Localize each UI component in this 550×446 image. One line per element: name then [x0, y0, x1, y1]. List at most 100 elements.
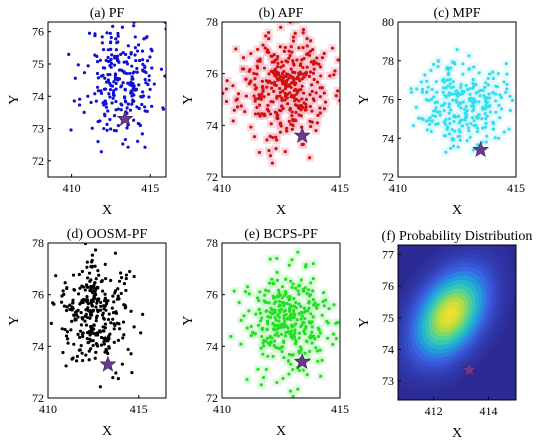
particle-point [308, 70, 313, 74]
particle-point [304, 102, 308, 107]
particle-point [257, 307, 261, 312]
particle-point [434, 106, 438, 110]
particle-point [250, 330, 255, 335]
particle-point [72, 288, 76, 292]
particle-point [290, 114, 294, 118]
particle-point [448, 77, 452, 82]
particle-point [62, 304, 67, 308]
particle-point [276, 54, 280, 59]
particle-point [249, 51, 253, 56]
particle-point [272, 89, 276, 93]
particle-point [86, 340, 91, 345]
particle-point [504, 90, 508, 95]
particle-point [292, 311, 296, 315]
particle-point [75, 354, 80, 358]
particle-point [231, 84, 235, 88]
particle-point [66, 341, 70, 345]
particle-point [258, 114, 262, 118]
particle-point [113, 76, 117, 81]
particle-point [116, 377, 120, 381]
particle-point [433, 114, 438, 119]
particle-point [263, 293, 267, 297]
particle-point [262, 95, 266, 99]
particle-point [93, 296, 97, 300]
plot-content [398, 45, 516, 158]
particle-point [443, 134, 448, 138]
particle-point [277, 299, 282, 304]
particle-point [280, 296, 284, 300]
particle-point [446, 93, 451, 98]
particle-point [105, 31, 109, 35]
particle-point [90, 253, 95, 257]
particle-point [458, 130, 462, 134]
particle-point [309, 312, 313, 316]
particle-point [84, 323, 89, 327]
particle-point [110, 53, 114, 57]
particle-point [89, 313, 94, 317]
particle-point [85, 299, 89, 303]
particle-point [279, 25, 283, 29]
particle-point [336, 89, 340, 93]
particle-point [65, 286, 69, 291]
particle-point [429, 97, 434, 101]
particle-point [267, 301, 271, 305]
particle-point [318, 65, 323, 69]
particle-point [303, 351, 307, 355]
y-axis-label: Y [7, 315, 22, 325]
particle-point [290, 127, 294, 131]
particle-point [449, 85, 453, 90]
particle-point [292, 96, 296, 100]
particle-point [289, 329, 293, 333]
panel-title: (b) APF [259, 6, 304, 21]
particle-point [88, 316, 92, 320]
particle-point [294, 110, 298, 115]
particle-point [80, 269, 84, 274]
y-tick-label: 74 [206, 118, 218, 132]
particle-point [143, 77, 147, 82]
panel-apf: 410 415 72 74 76 78 (b) APF X Y [181, 6, 349, 218]
particle-point [258, 57, 262, 61]
particle-point [112, 93, 116, 98]
particle-point [261, 89, 265, 93]
particle-point [318, 95, 322, 99]
particle-point [293, 31, 297, 35]
particle-point [297, 292, 301, 296]
particle-point [306, 309, 310, 313]
y-axis-label: Y [181, 315, 196, 325]
particle-point [414, 105, 418, 109]
particle-point [268, 112, 273, 116]
particle-point [488, 110, 492, 114]
particle-point [283, 293, 287, 298]
particle-halo [398, 88, 400, 97]
particle-point [282, 49, 286, 53]
particle-point [275, 256, 279, 260]
particle-point [493, 136, 497, 140]
particle-point [447, 117, 452, 121]
particle-point [447, 91, 451, 95]
particle-point [91, 308, 96, 312]
particle-point [280, 104, 284, 108]
particle-point [83, 288, 87, 292]
particle-point [114, 371, 118, 375]
particle-point [300, 84, 304, 88]
y-axis-label: Y [181, 94, 196, 104]
particle-point [269, 122, 273, 126]
particle-point [287, 297, 292, 301]
particle-point [305, 37, 309, 41]
particle-point [256, 59, 260, 63]
particle-point [268, 154, 272, 158]
particle-point [239, 318, 243, 322]
particle-point [247, 309, 251, 313]
particle-point [304, 97, 309, 101]
particle-point [257, 150, 262, 155]
particle-point [477, 71, 481, 75]
particle-point [123, 87, 127, 91]
particle-point [310, 109, 314, 113]
particle-point [270, 336, 274, 340]
particle-point [467, 129, 471, 133]
particle-point [148, 87, 152, 91]
particle-point [94, 99, 98, 103]
plot-area [48, 243, 166, 398]
particle-point [420, 87, 425, 91]
particle-point [446, 73, 450, 77]
